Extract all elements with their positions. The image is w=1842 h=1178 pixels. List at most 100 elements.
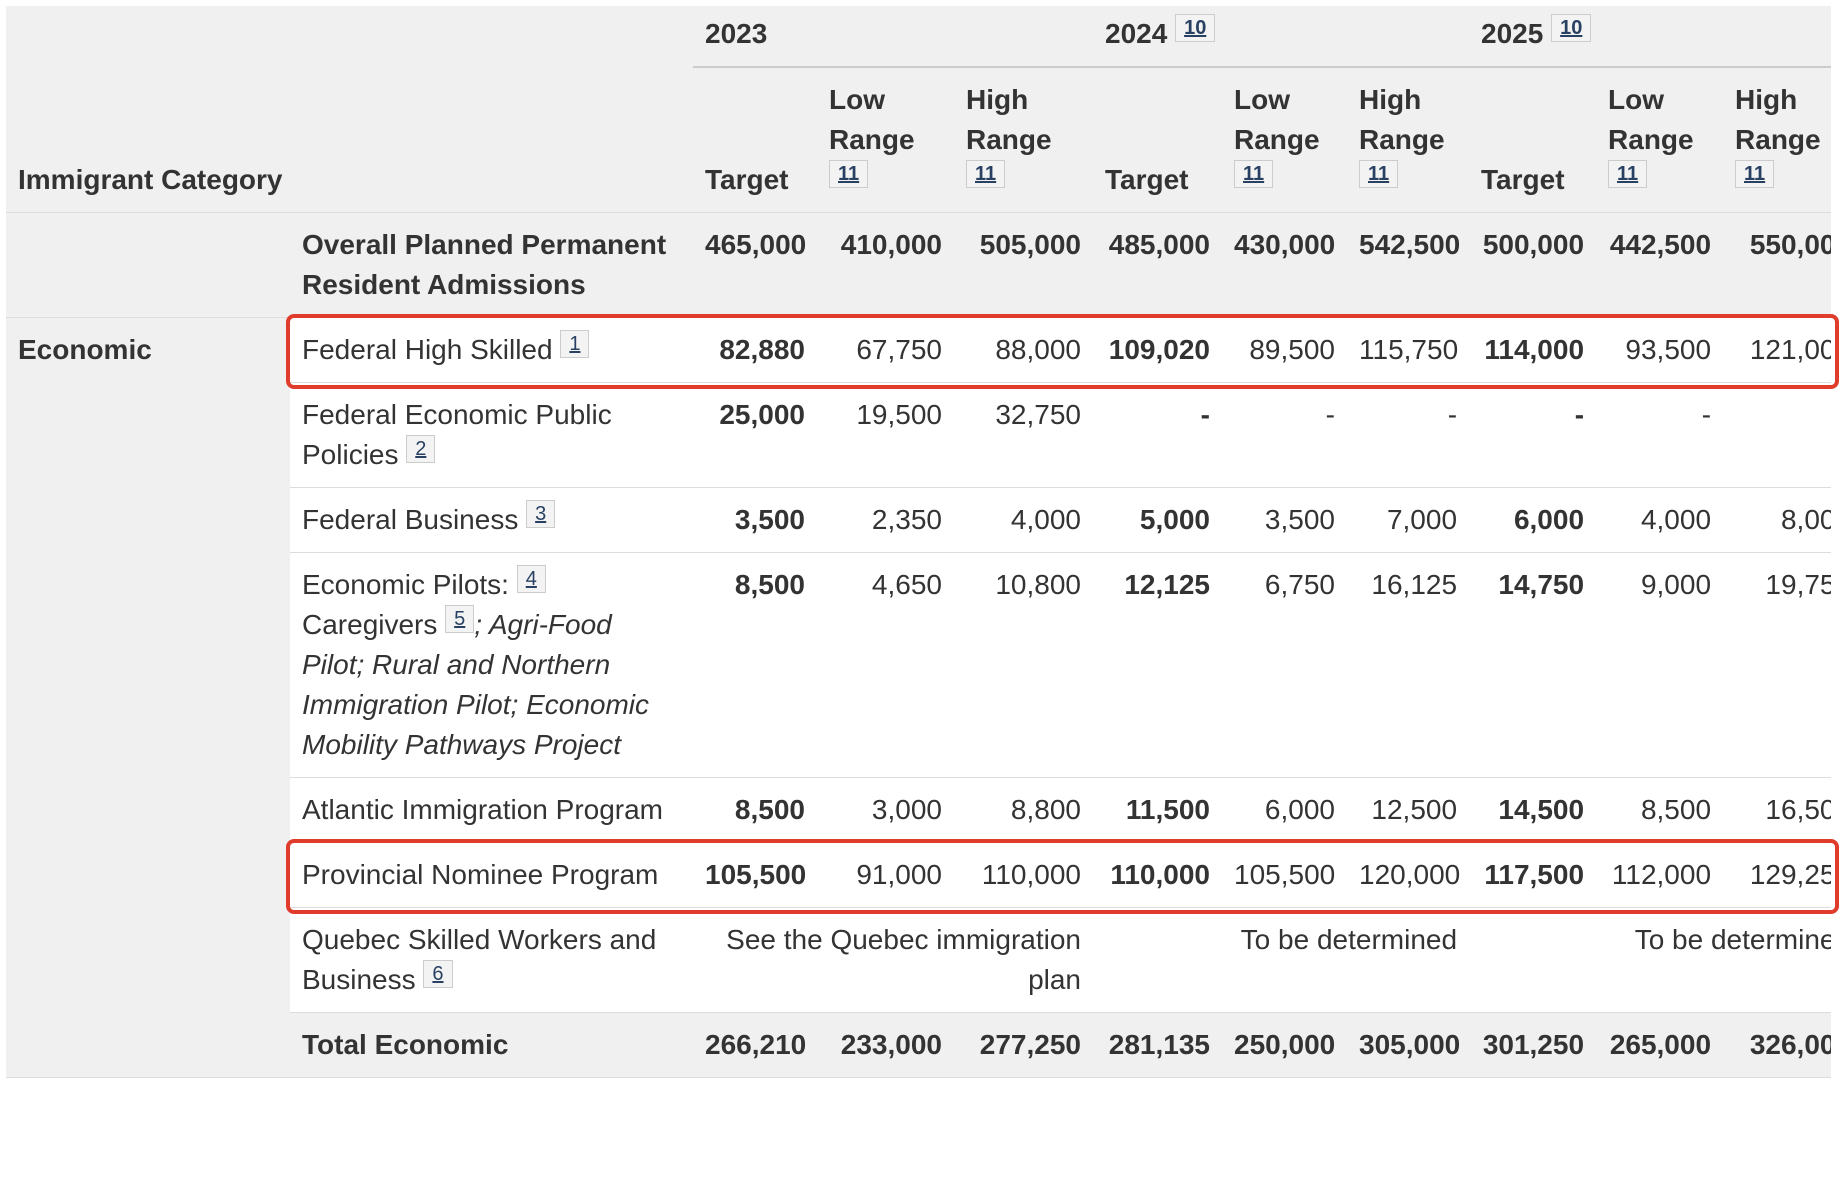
value-cell: 4,650	[817, 552, 954, 778]
value-cell: 19,750	[1723, 552, 1831, 778]
column-header: Low Range 11	[817, 67, 954, 213]
row-label: Overall Planned Permanent Resident Admis…	[290, 212, 693, 318]
value-cell: 442,500	[1596, 212, 1724, 318]
column-header: High Range 11	[1723, 67, 1831, 213]
value-cell: -	[1596, 382, 1724, 488]
label-text: Overall Planned Permanent Resident Admis…	[302, 229, 667, 300]
table-row: Economic Pilots: 4 Caregivers 5; Agri-Fo…	[6, 552, 1831, 778]
column-label: Target	[1481, 164, 1565, 195]
value-cell: 16,500	[1723, 777, 1831, 843]
value-cell: 12,125	[1093, 552, 1222, 778]
footnote-ref[interactable]: 11	[829, 160, 869, 188]
value-cell: 542,500	[1347, 212, 1470, 318]
header-row: Target Low Range 11 High Range 11 Target Low R…	[6, 67, 1831, 213]
footnote-ref[interactable]: 10	[1551, 14, 1592, 42]
table-row: Federal Economic Public Policies 2 25,000…	[6, 382, 1831, 488]
label-text: Provincial Nominee Program	[302, 859, 659, 890]
value-cell: 4,000	[954, 487, 1093, 553]
label-text: Federal Economic Public Policies	[302, 399, 612, 470]
value-cell: 4,000	[1596, 487, 1724, 553]
column-header: Low Range 11	[1222, 67, 1347, 213]
value-cell: 266,210	[693, 1012, 817, 1078]
footnote-ref[interactable]: 11	[1359, 160, 1399, 188]
column-header: Target	[693, 67, 817, 213]
category-cell	[6, 212, 290, 318]
value-cell: 89,500	[1222, 317, 1347, 383]
footnote-ref[interactable]: 5	[445, 605, 475, 633]
row-label: Atlantic Immigration Program	[290, 777, 693, 843]
year-header: 2024 10	[1093, 6, 1470, 68]
label-text: Quebec Skilled Workers and Business	[302, 924, 657, 995]
table-row: Atlantic Immigration Program 8,500 3,000 8,…	[6, 777, 1831, 843]
table-wrap: Immigrant Category 2023 2024 10 2025 10 Targ…	[6, 6, 1831, 1178]
table-row: Federal Business 3 3,500 2,350 4,000 5,000 3,…	[6, 487, 1831, 553]
value-cell: 115,750	[1347, 317, 1470, 383]
value-cell: 6,750	[1222, 552, 1347, 778]
value-cell: -	[1723, 382, 1831, 488]
value-cell: 430,000	[1222, 212, 1347, 318]
footnote-ref[interactable]: 6	[423, 960, 453, 988]
value-cell: 14,500	[1469, 777, 1597, 843]
footnote-ref[interactable]: 10	[1175, 14, 1216, 42]
merged-cell: To be determined	[1093, 907, 1470, 1013]
value-cell: 233,000	[817, 1012, 954, 1078]
header-row: Immigrant Category 2023 2024 10 2025 10	[6, 6, 1831, 213]
footnote-ref[interactable]: 1	[560, 330, 590, 358]
value-cell: 301,250	[1469, 1012, 1597, 1078]
value-cell: -	[1347, 382, 1470, 488]
value-cell: 91,000	[817, 842, 954, 908]
value-cell: 129,250	[1723, 842, 1831, 908]
table-row: Quebec Skilled Workers and Business 6 See…	[6, 907, 1831, 1013]
table-row: Provincial Nominee Program 105,500 91,000 1…	[6, 842, 1831, 908]
column-header: High Range 11	[1347, 67, 1470, 213]
footnote-ref[interactable]: 11	[1234, 160, 1274, 188]
value-cell: 8,500	[693, 777, 817, 843]
value-cell: 3,000	[817, 777, 954, 843]
value-cell: 465,000	[693, 212, 817, 318]
value-cell: 8,800	[954, 777, 1093, 843]
table-head: Immigrant Category 2023 2024 10 2025 10 Targ…	[6, 6, 1831, 213]
row-label: Quebec Skilled Workers and Business 6	[290, 907, 693, 1013]
value-cell: 10,800	[954, 552, 1093, 778]
table-row: Economic Federal High Skilled 1 82,880 67,7…	[6, 317, 1831, 1078]
footnote-ref[interactable]: 11	[966, 160, 1006, 188]
value-cell: 277,250	[954, 1012, 1093, 1078]
table-body: Overall Planned Permanent Resident Admis…	[6, 212, 1831, 1078]
value-cell: 112,000	[1596, 842, 1724, 908]
footnote-ref[interactable]: 3	[526, 500, 556, 528]
column-label: Target	[1105, 164, 1189, 195]
label-text: Atlantic Immigration Program	[302, 794, 664, 825]
footnote-ref[interactable]: 4	[516, 565, 546, 593]
value-cell: -	[1469, 382, 1597, 488]
value-cell: 3,500	[693, 487, 817, 553]
label-text: Economic Pilots:	[302, 569, 517, 600]
value-cell: 5,000	[1093, 487, 1222, 553]
year: 2025	[1481, 18, 1544, 49]
footnote-ref[interactable]: 11	[1608, 160, 1648, 188]
value-cell: 93,500	[1596, 317, 1724, 383]
year: 2023	[705, 18, 768, 49]
value-cell: 121,000	[1723, 317, 1831, 383]
value-cell: 250,000	[1222, 1012, 1347, 1078]
column-label: High Range	[1359, 84, 1445, 155]
value-cell: 32,750	[954, 382, 1093, 488]
row-label: Federal Business 3	[290, 487, 693, 553]
value-cell: 16,125	[1347, 552, 1470, 778]
merged-cell: To be determined	[1469, 907, 1831, 1013]
column-label: Low Range	[829, 84, 915, 155]
value-cell: 11,500	[1093, 777, 1222, 843]
value-cell: 110,000	[1093, 842, 1222, 908]
table-row: Total Economic 266,210 233,000 277,250 281,1…	[6, 1012, 1831, 1078]
value-cell: 305,000	[1347, 1012, 1470, 1078]
value-cell: 3,500	[1222, 487, 1347, 553]
table-row: Overall Planned Permanent Resident Admis…	[6, 212, 1831, 318]
footnote-ref[interactable]: 2	[406, 435, 436, 463]
footnote-ref[interactable]: 11	[1735, 160, 1775, 188]
value-cell: 117,500	[1469, 842, 1597, 908]
value-cell: 8,500	[693, 552, 817, 778]
value-cell: 8,000	[1723, 487, 1831, 553]
label-text: Caregivers	[302, 609, 446, 640]
value-cell: 265,000	[1596, 1012, 1724, 1078]
row-label: Federal Economic Public Policies 2	[290, 382, 693, 488]
column-header: Target	[1093, 67, 1222, 213]
